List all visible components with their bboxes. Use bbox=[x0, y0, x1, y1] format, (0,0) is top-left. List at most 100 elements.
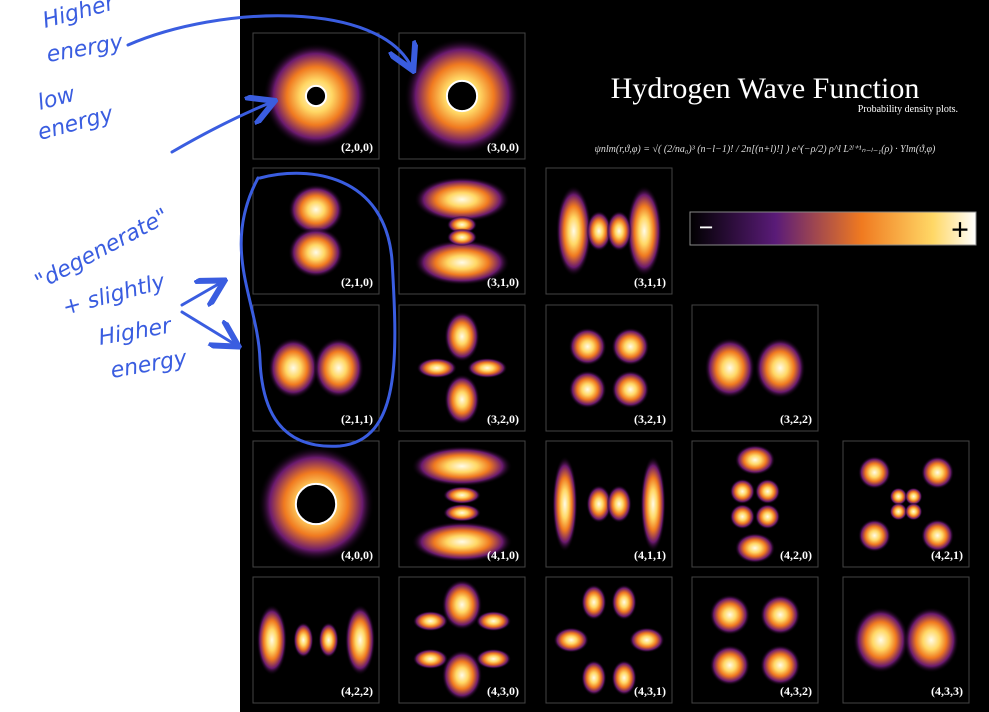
lobe bbox=[735, 445, 775, 475]
colorbar-high: + bbox=[951, 211, 969, 247]
lobe bbox=[554, 627, 589, 652]
orbital-tile: (2,1,0) bbox=[253, 168, 379, 294]
subtitle: Probability density plots. bbox=[858, 104, 958, 115]
lobe bbox=[755, 338, 805, 398]
tile-label: (2,1,1) bbox=[341, 412, 373, 426]
lobe bbox=[412, 446, 513, 486]
lobe bbox=[853, 607, 908, 673]
orbital-tile: (4,1,1) bbox=[546, 441, 672, 567]
note: energy bbox=[45, 30, 126, 68]
tile-label: (4,3,1) bbox=[634, 684, 666, 698]
orbital-tile: (3,2,2) bbox=[692, 305, 818, 431]
title: Hydrogen Wave Function bbox=[611, 72, 920, 105]
orbital-tile: (4,3,0) bbox=[399, 577, 525, 703]
orbital-tile: (2,0,0) bbox=[253, 33, 379, 159]
tile-label: (3,2,0) bbox=[487, 412, 519, 426]
lobe bbox=[414, 177, 510, 222]
lobe bbox=[606, 485, 631, 523]
lobe bbox=[730, 504, 755, 529]
lobe bbox=[467, 358, 507, 378]
lobe bbox=[858, 456, 891, 489]
lobe bbox=[443, 504, 481, 522]
tile-label: (3,1,1) bbox=[634, 275, 666, 289]
lobe bbox=[629, 627, 664, 652]
lobe bbox=[447, 228, 477, 246]
lobe bbox=[705, 338, 755, 398]
orbital-tile: (4,3,2) bbox=[692, 577, 818, 703]
lobe bbox=[641, 456, 666, 552]
tile-label: (4,3,2) bbox=[780, 684, 812, 698]
lobe bbox=[552, 456, 577, 552]
lobe bbox=[735, 533, 775, 563]
tile-label: (4,2,0) bbox=[780, 548, 812, 562]
node-ring bbox=[296, 484, 336, 524]
tile-label: (2,1,0) bbox=[341, 275, 373, 289]
lobe bbox=[476, 611, 511, 631]
lobe bbox=[858, 519, 891, 552]
lobe bbox=[612, 328, 650, 366]
orbital-tile: (4,3,3) bbox=[843, 577, 969, 703]
tile-label: (4,3,3) bbox=[931, 684, 963, 698]
lobe bbox=[710, 595, 750, 635]
lobe bbox=[476, 649, 511, 669]
arrow bbox=[182, 282, 222, 305]
orbital-tile: (3,1,1) bbox=[546, 168, 672, 294]
orbital-tile: (4,2,0) bbox=[692, 441, 818, 567]
tile-label: (4,1,1) bbox=[634, 548, 666, 562]
note: energy bbox=[109, 346, 190, 384]
arrow bbox=[182, 312, 236, 345]
lobe bbox=[730, 479, 755, 504]
lobe bbox=[710, 645, 750, 685]
lobe bbox=[627, 186, 662, 277]
orbital-tile: (4,0,0) bbox=[253, 441, 379, 567]
note: Higher bbox=[97, 313, 175, 351]
note: Higher bbox=[40, 0, 119, 34]
lobe bbox=[288, 227, 343, 277]
lobe bbox=[581, 660, 606, 695]
formula: ψnlm(r,ϑ,φ) = √( (2/na₀)³ (n−l−1)! / 2n[… bbox=[595, 144, 936, 155]
orbital-tile: (4,2,1) bbox=[843, 441, 969, 567]
lobe bbox=[413, 611, 448, 631]
lobe bbox=[444, 311, 479, 361]
lobe bbox=[760, 595, 800, 635]
lobe bbox=[556, 186, 591, 277]
lobe bbox=[905, 488, 923, 506]
lobe bbox=[612, 585, 637, 620]
lobe bbox=[606, 211, 631, 251]
lobe bbox=[345, 605, 375, 676]
lobe bbox=[760, 645, 800, 685]
lobe bbox=[319, 622, 339, 657]
lobe bbox=[293, 622, 313, 657]
colorbar-low: − bbox=[699, 213, 714, 242]
tile-label: (3,2,2) bbox=[780, 412, 812, 426]
orbital-tile: (4,1,0) bbox=[399, 441, 525, 567]
tile-label: (4,1,0) bbox=[487, 548, 519, 562]
orbital-tile: (4,3,1) bbox=[546, 577, 672, 703]
colorbar bbox=[690, 212, 976, 245]
lobe bbox=[417, 358, 457, 378]
lobe bbox=[581, 585, 606, 620]
page: (2,0,0) (3,0,0) (2,1,0) (3,1,0) (3,1,1) (2,1,… bbox=[0, 0, 989, 712]
lobe bbox=[921, 519, 954, 552]
tile-label: (3,1,0) bbox=[487, 275, 519, 289]
lobe bbox=[413, 649, 448, 669]
lobe bbox=[890, 503, 908, 521]
lobe bbox=[569, 371, 607, 409]
orbital-tile: (3,2,1) bbox=[546, 305, 672, 431]
lobe bbox=[444, 374, 479, 424]
orbital-tile: (4,2,2) bbox=[253, 577, 379, 703]
lobe bbox=[257, 605, 287, 676]
lobe bbox=[612, 660, 637, 695]
node-ring bbox=[306, 86, 326, 106]
tile-label: (3,0,0) bbox=[487, 140, 519, 154]
tile-label: (4,0,0) bbox=[341, 548, 373, 562]
orbital-tile: (3,0,0) bbox=[399, 33, 525, 159]
lobe bbox=[755, 479, 780, 504]
node-ring bbox=[447, 81, 477, 111]
lobe bbox=[755, 504, 780, 529]
lobe bbox=[612, 371, 650, 409]
orbital-tile: (3,2,0) bbox=[399, 305, 525, 431]
lobe bbox=[569, 328, 607, 366]
lobe bbox=[313, 338, 363, 398]
lobe bbox=[890, 488, 908, 506]
